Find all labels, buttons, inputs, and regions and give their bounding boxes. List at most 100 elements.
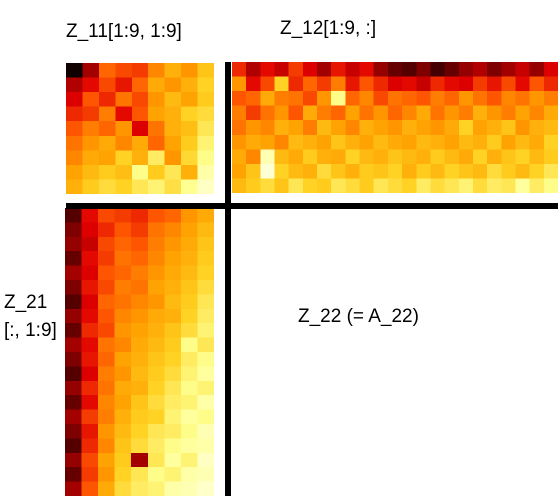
heatmap-cell — [302, 163, 318, 180]
heatmap-cell — [131, 280, 149, 295]
label-z21-line2: [:, 1:9] — [4, 320, 57, 341]
heatmap-cell — [416, 134, 432, 150]
heatmap-cell — [288, 62, 304, 78]
heatmap-cell — [317, 178, 332, 193]
heatmap-cell — [98, 92, 116, 108]
heatmap-cell — [472, 163, 488, 180]
heatmap-cell — [345, 105, 361, 121]
heatmap-cell — [288, 149, 304, 165]
heatmap-cell — [197, 179, 214, 194]
heatmap-cell — [66, 63, 84, 79]
heatmap-cell — [147, 438, 165, 454]
heatmap-cell — [501, 105, 517, 121]
heatmap-cell — [181, 92, 199, 108]
heatmap-cell — [487, 120, 502, 136]
heatmap-cell — [180, 208, 199, 223]
heatmap-cell — [487, 76, 502, 92]
heatmap-cell — [288, 163, 304, 180]
heatmap-cell — [246, 62, 261, 78]
heatmap-cell — [387, 105, 403, 121]
heatmap-cell — [82, 135, 100, 151]
heatmap-cell — [180, 236, 199, 252]
heatmap-cell — [114, 424, 132, 439]
heatmap-cell — [246, 134, 261, 150]
heatmap-cell — [515, 163, 531, 180]
heatmap-cell — [81, 222, 99, 238]
heatmap-cell — [81, 467, 99, 483]
heatmap-cell — [164, 280, 182, 295]
heatmap-cell — [82, 92, 100, 108]
heatmap-cell — [246, 163, 261, 180]
heatmap-cell — [331, 134, 346, 150]
heatmap-cell — [444, 134, 460, 150]
heatmap-cell — [430, 149, 446, 165]
heatmap-cell — [65, 280, 83, 295]
heatmap-cell — [246, 178, 261, 193]
heatmap-cell — [487, 91, 502, 107]
heatmap-cell — [444, 105, 460, 121]
heatmap-cell — [115, 135, 133, 151]
heatmap-cell — [148, 150, 166, 166]
heatmap-cell — [543, 149, 558, 165]
heatmap-cell — [487, 163, 502, 180]
heatmap-cell — [487, 134, 502, 150]
heatmap-cell — [66, 92, 84, 108]
heatmap-cell — [331, 91, 346, 107]
heatmap-cell — [147, 294, 165, 310]
heatmap-cell — [487, 149, 502, 165]
heatmap-cell — [430, 134, 446, 150]
heatmap-cell — [402, 76, 417, 92]
heatmap-cell — [114, 337, 132, 353]
heatmap-cell — [164, 337, 182, 353]
heatmap-cell — [373, 105, 389, 121]
heatmap-cell — [515, 91, 531, 107]
heatmap-cell — [197, 236, 214, 252]
heatmap-cell — [359, 149, 375, 165]
heatmap-cell — [147, 323, 165, 339]
heatmap-cell — [317, 91, 332, 107]
heatmap-cell — [164, 424, 182, 439]
heatmap-cell — [472, 76, 488, 92]
heatmap-cell — [317, 149, 332, 165]
heatmap-cell — [515, 149, 531, 165]
heatmap-cell — [274, 134, 290, 150]
heatmap-cell — [302, 91, 318, 107]
heatmap-cell — [472, 149, 488, 165]
heatmap-cell — [197, 222, 214, 238]
heatmap-cell — [114, 323, 132, 339]
heatmap-cell — [197, 366, 214, 382]
heatmap-cell — [98, 395, 116, 411]
heatmap-cell — [147, 424, 165, 439]
heatmap-cell — [131, 208, 149, 223]
heatmap-cell — [66, 106, 84, 122]
heatmap-cell — [458, 62, 474, 78]
heatmap-cell — [529, 134, 545, 150]
heatmap-cell — [181, 63, 199, 79]
heatmap-cell — [458, 134, 474, 150]
heatmap-cell — [82, 121, 100, 137]
heatmap-cell — [402, 163, 417, 180]
heatmap-cell — [131, 265, 149, 281]
heatmap-cell — [487, 178, 502, 193]
heatmap-cell — [164, 481, 182, 496]
heatmap-cell — [416, 62, 432, 78]
heatmap-cell — [164, 222, 182, 238]
heatmap-cell — [501, 163, 517, 180]
heatmap-cell — [359, 91, 375, 107]
heatmap-cell — [543, 134, 558, 150]
heatmap-cell — [164, 77, 182, 93]
heatmap-cell — [181, 150, 199, 166]
heatmap-cell — [402, 178, 417, 193]
heatmap-cell — [98, 63, 116, 79]
heatmap-cell — [529, 178, 545, 193]
heatmap-cell — [288, 134, 304, 150]
heatmap-cell — [331, 149, 346, 165]
heatmap-cell — [131, 92, 149, 108]
heatmap-cell — [181, 106, 199, 122]
heatmap-cell — [82, 179, 100, 194]
heatmap-cell — [515, 134, 531, 150]
heatmap-cell — [197, 352, 214, 367]
heatmap-cell — [416, 91, 432, 107]
heatmap-cell — [114, 352, 132, 367]
heatmap-cell — [114, 236, 132, 252]
